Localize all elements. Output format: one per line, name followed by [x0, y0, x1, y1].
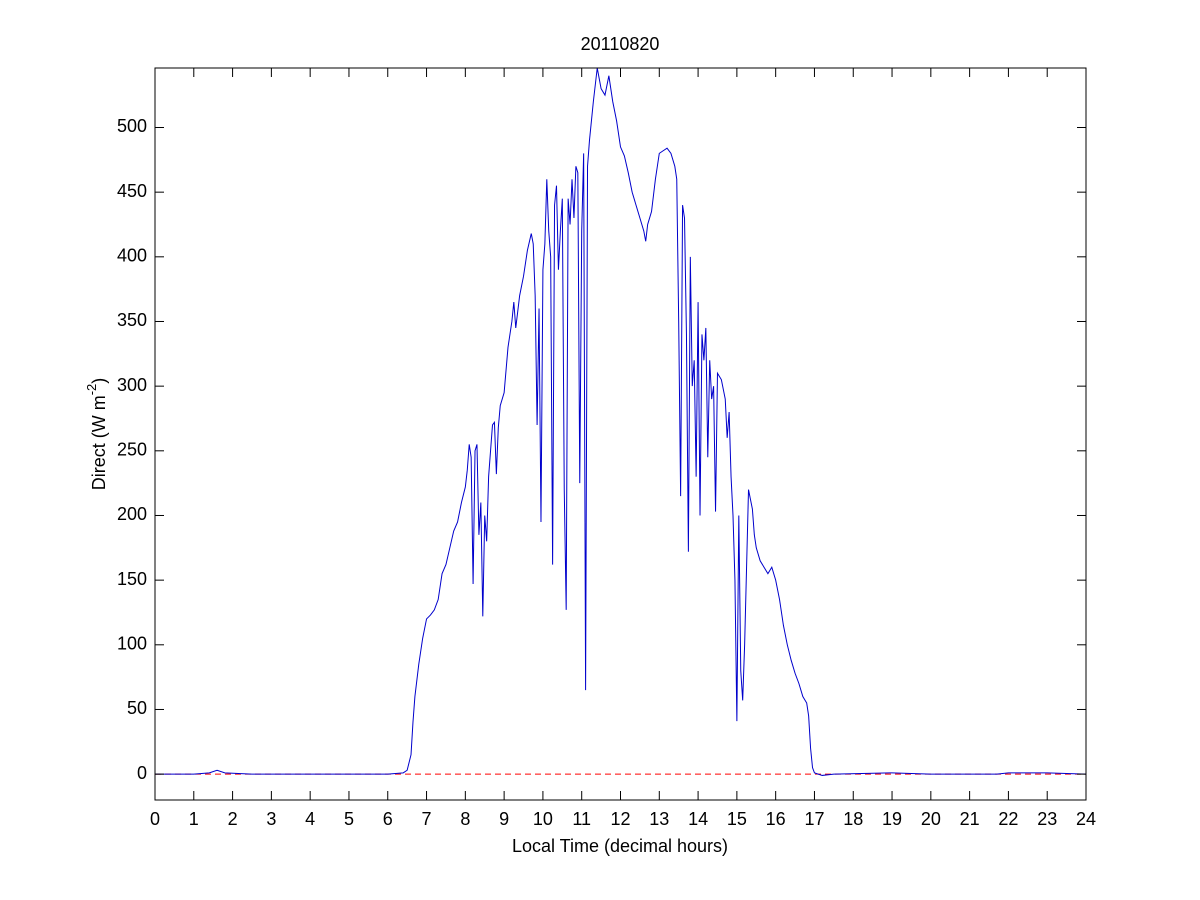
chart-title: 20110820 — [581, 34, 660, 54]
y-tick-label: 50 — [127, 698, 147, 718]
x-tick-label: 3 — [266, 809, 276, 829]
x-tick-label: 4 — [305, 809, 315, 829]
y-tick-label: 300 — [117, 375, 147, 395]
x-tick-label: 14 — [688, 809, 708, 829]
x-tick-label: 7 — [422, 809, 432, 829]
x-tick-label: 22 — [998, 809, 1018, 829]
x-tick-label: 12 — [610, 809, 630, 829]
y-label-text: Direct (W m — [89, 395, 109, 490]
y-axis-label: Direct (W m-2) — [84, 378, 108, 491]
x-tick-label: 10 — [533, 809, 553, 829]
y-tick-label: 400 — [117, 246, 147, 266]
x-tick-label: 21 — [960, 809, 980, 829]
x-tick-label: 15 — [727, 809, 747, 829]
x-tick-label: 6 — [383, 809, 393, 829]
x-tick-label: 0 — [150, 809, 160, 829]
x-axis-label: Local Time (decimal hours) — [512, 836, 728, 856]
x-tick-label: 9 — [499, 809, 509, 829]
y-tick-label: 150 — [117, 569, 147, 589]
x-tick-label: 13 — [649, 809, 669, 829]
y-tick-label: 100 — [117, 634, 147, 654]
x-tick-label: 1 — [189, 809, 199, 829]
x-tick-label: 5 — [344, 809, 354, 829]
data-line — [155, 67, 1087, 776]
y-tick-label: 0 — [137, 763, 147, 783]
y-tick-label: 350 — [117, 310, 147, 330]
x-tick-label: 16 — [766, 809, 786, 829]
y-tick-label: 200 — [117, 504, 147, 524]
y-tick-label: 450 — [117, 181, 147, 201]
y-tick-label: 500 — [117, 116, 147, 136]
x-tick-label: 11 — [572, 809, 591, 829]
y-label-suffix: ) — [89, 378, 109, 384]
x-tick-label: 8 — [460, 809, 470, 829]
x-tick-label: 19 — [882, 809, 902, 829]
x-tick-label: 24 — [1076, 809, 1096, 829]
x-tick-label: 18 — [843, 809, 863, 829]
y-label-sup: -2 — [84, 384, 99, 396]
y-tick-label: 250 — [117, 440, 147, 460]
x-tick-label: 23 — [1037, 809, 1057, 829]
x-tick-label: 20 — [921, 809, 941, 829]
x-tick-label: 17 — [804, 809, 824, 829]
x-tick-label: 2 — [228, 809, 238, 829]
